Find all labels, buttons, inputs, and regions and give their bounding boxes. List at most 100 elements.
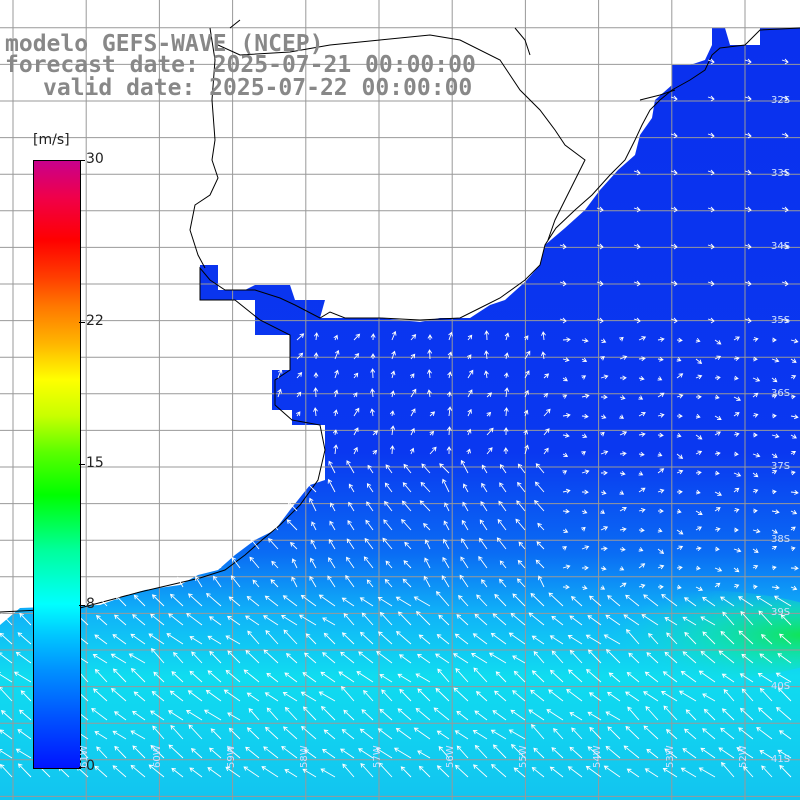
wind-arrow bbox=[111, 687, 127, 702]
wind-arrow bbox=[534, 481, 545, 493]
wind-arrow bbox=[404, 541, 412, 550]
wind-arrow bbox=[112, 634, 127, 645]
wind-arrow bbox=[645, 705, 659, 721]
wind-arrow bbox=[508, 632, 526, 645]
wind-arrow bbox=[486, 392, 493, 398]
wind-arrow bbox=[587, 649, 602, 664]
wind-arrow bbox=[643, 725, 659, 740]
wind-arrow bbox=[130, 633, 146, 645]
wind-arrow bbox=[741, 653, 754, 664]
wind-arrow bbox=[383, 519, 393, 531]
wind-arrow bbox=[633, 280, 641, 287]
wind-arrow bbox=[300, 594, 317, 607]
wind-arrow bbox=[309, 497, 317, 512]
wind-arrow bbox=[266, 707, 279, 721]
wind-arrow bbox=[695, 374, 703, 380]
wind-arrow bbox=[328, 460, 336, 474]
wind-arrow bbox=[96, 746, 108, 759]
wind-arrow bbox=[600, 431, 605, 437]
wind-arrow bbox=[657, 548, 665, 554]
wind-arrow bbox=[714, 470, 720, 476]
wind-arrow bbox=[670, 169, 678, 176]
wind-arrow bbox=[664, 651, 678, 664]
wind-arrow bbox=[638, 376, 645, 381]
wind-arrow bbox=[206, 592, 222, 607]
wind-arrow bbox=[662, 768, 678, 778]
wind-arrow bbox=[718, 747, 735, 759]
wind-arrow bbox=[461, 538, 469, 550]
wind-arrow bbox=[714, 339, 722, 345]
wind-arrow bbox=[327, 575, 336, 588]
wind-arrow bbox=[587, 711, 602, 721]
wind-arrow bbox=[657, 412, 665, 418]
wind-arrow bbox=[778, 730, 792, 740]
wind-arrow bbox=[633, 206, 641, 213]
wind-arrow bbox=[456, 710, 469, 721]
wind-arrow bbox=[340, 686, 355, 702]
wind-arrow bbox=[346, 556, 355, 569]
wind-arrow bbox=[676, 393, 684, 399]
wind-arrow bbox=[353, 446, 358, 455]
wind-arrow bbox=[567, 635, 583, 645]
wind-arrow bbox=[600, 470, 608, 476]
wind-arrow bbox=[676, 357, 682, 362]
wind-arrow bbox=[707, 243, 715, 250]
wind-arrow bbox=[773, 595, 792, 607]
wind-arrow bbox=[453, 687, 469, 702]
wind-arrow bbox=[189, 767, 203, 778]
wind-arrow bbox=[775, 672, 792, 683]
wind-arrow bbox=[700, 650, 716, 664]
wind-arrow bbox=[540, 351, 546, 360]
wind-arrow bbox=[334, 369, 339, 379]
wind-arrow bbox=[790, 490, 799, 495]
wind-arrow bbox=[264, 595, 279, 607]
wind-arrow bbox=[657, 392, 665, 398]
wind-arrow bbox=[472, 764, 488, 778]
wind-arrow bbox=[660, 690, 678, 702]
wind-arrow bbox=[340, 748, 355, 759]
wind-arrow bbox=[225, 669, 241, 683]
wind-arrow bbox=[670, 132, 678, 139]
wind-arrow bbox=[638, 451, 645, 457]
wind-arrow bbox=[360, 762, 374, 778]
wind-arrow bbox=[661, 594, 678, 607]
wind-arrow bbox=[738, 630, 754, 645]
wind-arrow bbox=[0, 749, 13, 759]
wind-arrow bbox=[761, 765, 773, 778]
wind-arrow bbox=[680, 767, 697, 778]
wind-arrow bbox=[512, 655, 526, 664]
wind-arrow bbox=[562, 452, 569, 458]
wind-arrow bbox=[537, 522, 545, 531]
wind-arrow bbox=[377, 728, 393, 740]
wind-arrow bbox=[752, 356, 758, 362]
wind-arrow bbox=[203, 709, 222, 721]
wind-arrow bbox=[585, 765, 602, 778]
wind-arrow bbox=[152, 725, 165, 740]
wind-arrow bbox=[638, 412, 646, 417]
wind-arrow bbox=[553, 727, 564, 740]
wind-arrow bbox=[409, 447, 415, 455]
wind-arrow bbox=[600, 338, 607, 343]
wind-arrow bbox=[569, 649, 583, 664]
wind-arrow bbox=[418, 634, 431, 645]
lat-label: 37S bbox=[771, 461, 791, 472]
wind-arrow bbox=[657, 452, 663, 457]
wind-arrow bbox=[524, 335, 529, 341]
wind-arrow bbox=[619, 395, 626, 400]
wind-arrow bbox=[714, 546, 720, 552]
wind-arrow bbox=[657, 468, 665, 474]
wind-arrow bbox=[600, 566, 607, 571]
wind-arrow bbox=[702, 728, 716, 740]
wind-arrow bbox=[187, 690, 203, 702]
wind-arrow bbox=[391, 350, 396, 360]
wind-arrow bbox=[151, 594, 165, 607]
wind-arrow bbox=[264, 726, 279, 740]
wind-arrow bbox=[581, 526, 586, 532]
wind-arrow bbox=[492, 744, 507, 759]
wind-arrow bbox=[463, 483, 469, 493]
wind-arrow bbox=[619, 336, 624, 342]
wind-arrow bbox=[562, 584, 570, 590]
wind-arrow bbox=[284, 672, 298, 683]
wind-arrow bbox=[581, 565, 589, 571]
wind-arrow bbox=[213, 575, 222, 588]
